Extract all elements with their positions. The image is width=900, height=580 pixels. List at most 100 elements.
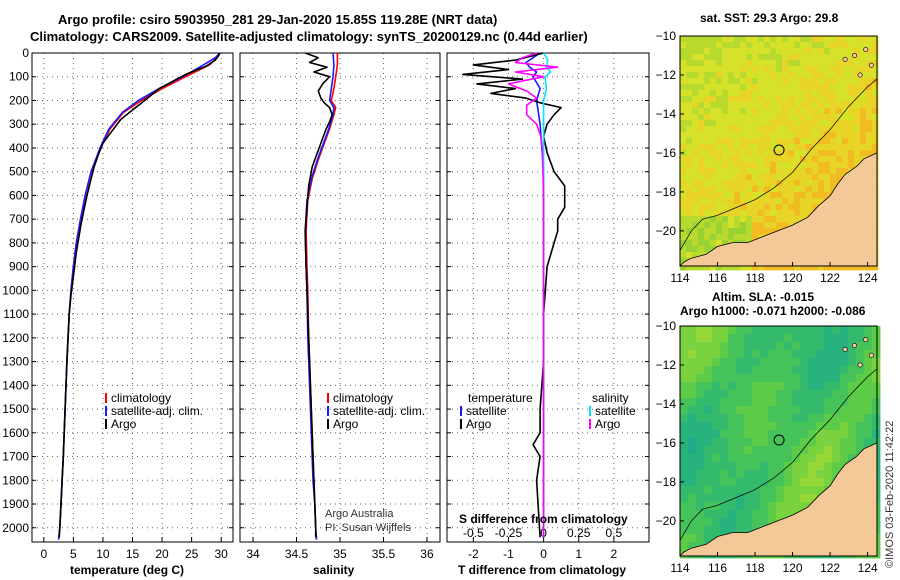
map-cell xyxy=(782,144,789,151)
map-cell xyxy=(760,486,769,495)
map-cell xyxy=(704,422,713,431)
map-cell xyxy=(776,350,785,359)
map-cell xyxy=(776,36,783,43)
map-cell xyxy=(752,204,759,211)
map-cell xyxy=(824,132,831,139)
map-cell xyxy=(728,486,737,495)
map-cell xyxy=(698,54,705,61)
diff-legend-s-label: satellite xyxy=(595,404,636,418)
map-cell xyxy=(854,156,861,163)
bathymetry-contour xyxy=(679,78,878,251)
map-cell xyxy=(716,36,723,43)
map-cell xyxy=(800,470,809,479)
map-cell xyxy=(720,526,729,535)
map-cell xyxy=(818,174,825,181)
map-cell xyxy=(770,264,777,271)
map-cell xyxy=(720,342,729,351)
map-cell xyxy=(776,264,783,271)
map-cell xyxy=(698,36,705,43)
map-cell xyxy=(734,210,741,217)
map-cell xyxy=(776,108,783,115)
map-cell xyxy=(728,72,735,79)
map-cell xyxy=(866,150,873,157)
map-cell xyxy=(770,120,777,127)
map-cell xyxy=(782,126,789,133)
map-cell xyxy=(782,60,789,67)
map-cell xyxy=(728,48,735,55)
map-cell xyxy=(698,72,705,79)
map-cell xyxy=(704,462,713,471)
map-cell xyxy=(704,132,711,139)
map-cell xyxy=(856,326,865,335)
map-cell xyxy=(752,84,759,91)
map-cell xyxy=(794,114,801,121)
map-cell xyxy=(812,120,819,127)
map-cell xyxy=(800,502,809,511)
map-cell xyxy=(806,144,813,151)
map-cell xyxy=(792,438,801,447)
map-cell xyxy=(788,126,795,133)
map-cell xyxy=(686,192,693,199)
map-cell xyxy=(782,216,789,223)
map-cell xyxy=(782,192,789,199)
map-cell xyxy=(836,84,843,91)
map-cell xyxy=(768,374,777,383)
map-cell xyxy=(794,42,801,49)
map-cell xyxy=(680,198,687,205)
map-cell xyxy=(800,204,807,211)
map-cell xyxy=(704,144,711,151)
map-cell xyxy=(808,366,817,375)
map-cell xyxy=(734,144,741,151)
map-cell xyxy=(842,132,849,139)
map-cell xyxy=(794,48,801,55)
map-cell xyxy=(840,366,849,375)
map-cell xyxy=(752,198,759,205)
map-cell xyxy=(712,358,721,367)
map-cell xyxy=(704,264,711,271)
depth-tick-label: 800 xyxy=(9,236,29,250)
map-cell xyxy=(716,108,723,115)
map-cell xyxy=(758,72,765,79)
map-cell xyxy=(842,72,849,79)
map-cell xyxy=(818,186,825,193)
map-cell xyxy=(776,198,783,205)
map-cell xyxy=(712,470,721,479)
map-cell xyxy=(782,132,789,139)
map-cell xyxy=(860,108,867,115)
map-cell xyxy=(752,126,759,133)
map-cell xyxy=(818,156,825,163)
map-cell xyxy=(824,42,831,49)
map-cell xyxy=(788,60,795,67)
map-cell xyxy=(744,454,753,463)
map-cell xyxy=(764,48,771,55)
map-cell xyxy=(758,192,765,199)
map-cell xyxy=(824,358,833,367)
map-cell xyxy=(864,422,873,431)
map-cell xyxy=(768,446,777,455)
map-cell xyxy=(782,138,789,145)
map-cell xyxy=(824,60,831,67)
map-cell xyxy=(692,240,699,247)
map-cell xyxy=(688,510,697,519)
map-cell xyxy=(770,222,777,229)
map-cell xyxy=(792,446,801,455)
map-cell xyxy=(752,210,759,217)
map-cell xyxy=(770,216,777,223)
map-cell xyxy=(758,48,765,55)
map-cell xyxy=(734,96,741,103)
map-cell xyxy=(764,222,771,229)
map-cell xyxy=(688,446,697,455)
map-cell xyxy=(776,114,783,121)
map-cell xyxy=(734,192,741,199)
map-cell xyxy=(740,114,747,121)
map-cell xyxy=(692,108,699,115)
map-cell xyxy=(752,510,761,519)
map-cell xyxy=(680,438,689,447)
map-cell xyxy=(832,406,841,415)
map-cell xyxy=(830,36,837,43)
map-cell xyxy=(712,430,721,439)
diff-legend-s-label: Argo xyxy=(595,417,621,431)
map-lon-label: 122 xyxy=(820,561,840,575)
map-cell xyxy=(860,90,867,97)
map-cell xyxy=(856,398,865,407)
